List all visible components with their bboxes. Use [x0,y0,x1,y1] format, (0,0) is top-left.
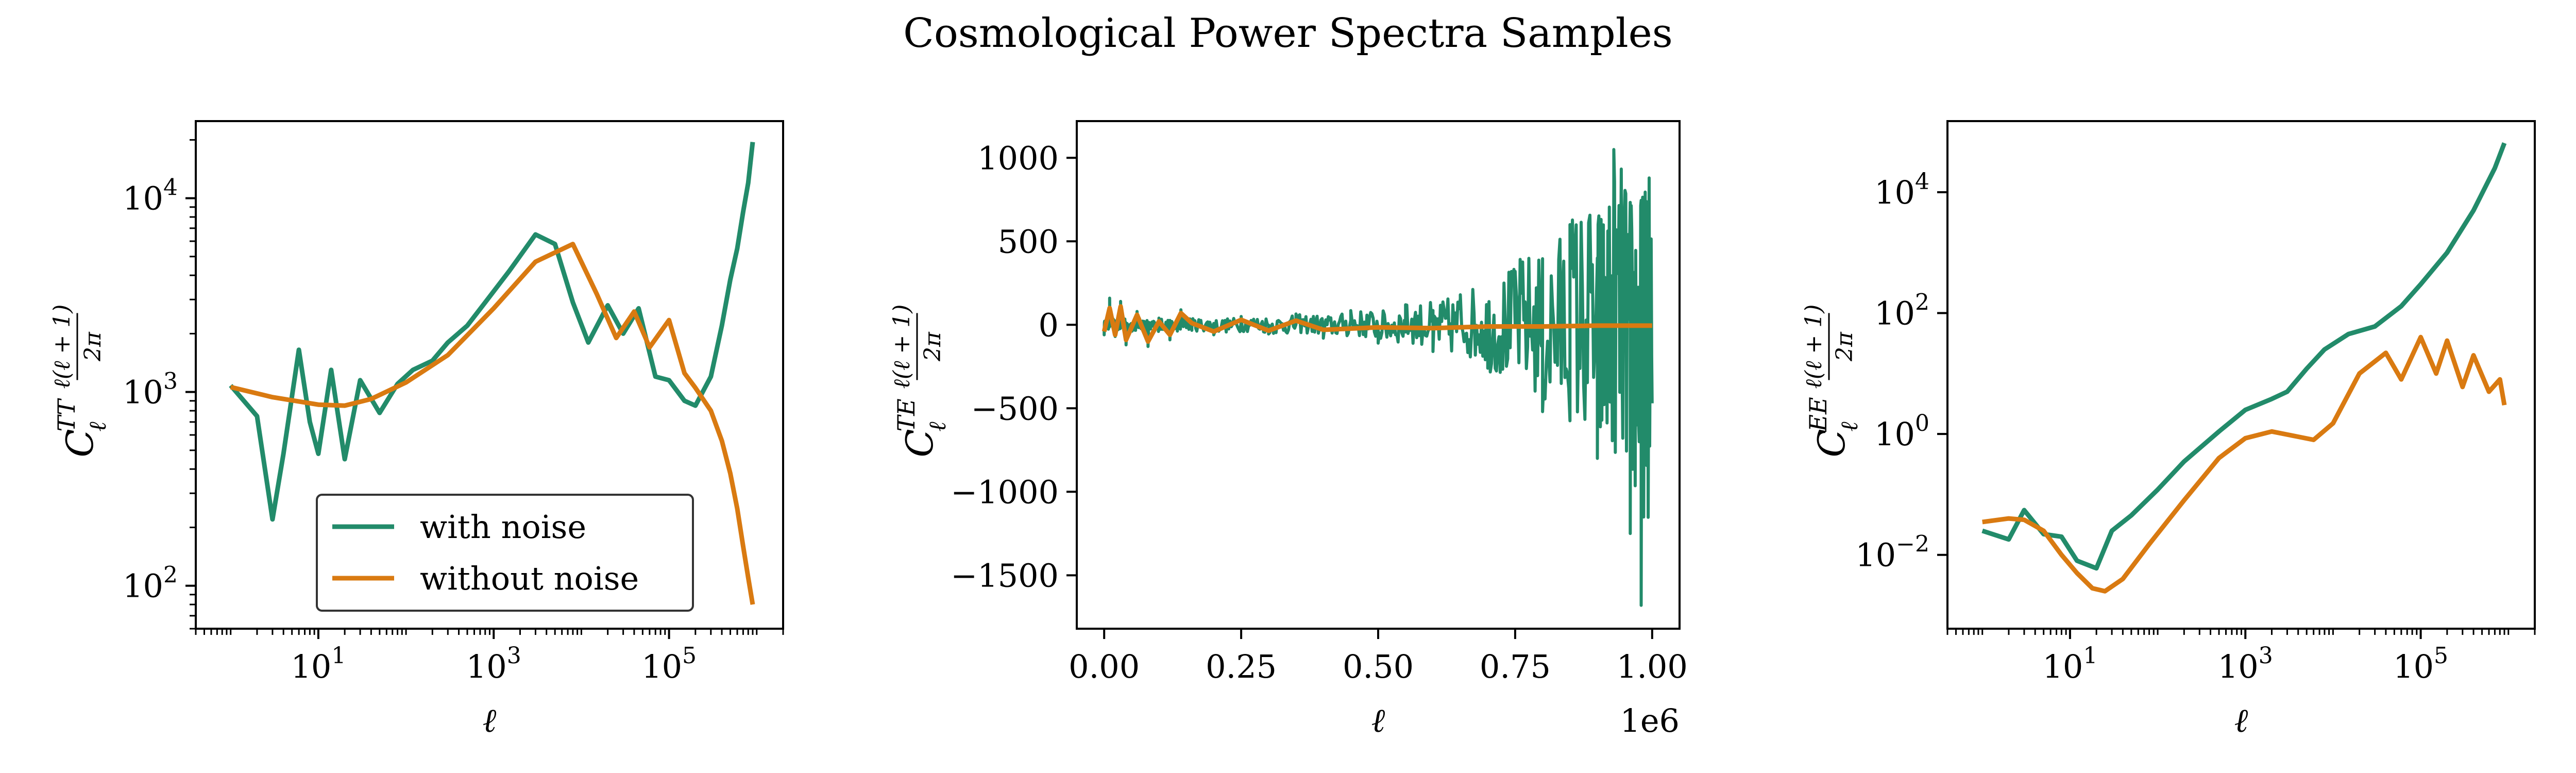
x-axis-label: ℓ [1371,702,1385,740]
x-tick-label: 0.00 [1069,648,1140,685]
x-tick-label: 103 [2218,643,2273,685]
y-tick-label: 102 [123,562,178,605]
plot-area [1101,148,1654,607]
y-label-denominator: 2π [1832,331,1858,362]
series-line-without-noise [230,242,755,605]
x-tick-label: 0.50 [1343,648,1414,685]
x-tick-label: 0.75 [1480,648,1551,685]
y-label-symbol: C [58,429,101,457]
y-tick-label: 103 [123,368,178,411]
plot-area [229,142,755,605]
x-tick-label: 101 [2042,643,2097,685]
y-label-denominator: 2π [920,331,946,362]
legend-label: with noise [420,508,586,546]
legend-label: without noise [420,560,639,597]
series-line-without-noise [1982,334,2507,594]
y-tick-label: 104 [1874,169,1929,211]
y-tick-label: 100 [1874,410,1929,453]
y-label-subscript: ℓ [1835,422,1863,432]
series-line-with-noise [1981,142,2507,571]
axes-frame [195,120,784,630]
x-tick-label: 105 [641,643,697,685]
y-label-subscript: ℓ [923,422,951,432]
y-tick-label: −1000 [951,473,1059,511]
y-tick-label: 104 [123,175,178,217]
y-label-denominator: 2π [80,331,106,362]
x-tick-label: 1.00 [1617,648,1688,685]
figure-title: Cosmological Power Spectra Samples [903,10,1673,57]
y-tick-label: 102 [1874,290,1929,332]
series-line-with-noise [229,142,755,522]
y-label-superscript: TT [53,398,80,432]
y-tick-label: 0 [1039,306,1059,344]
y-label-symbol: C [898,429,941,457]
y-tick-label: −500 [971,390,1059,427]
x-tick-label: 101 [291,643,346,685]
x-tick-label: 0.25 [1206,648,1277,685]
x-tick-label: 105 [2393,643,2448,685]
y-label-numerator: ℓ(ℓ + 1) [49,305,75,389]
series-line-with-noise [1103,148,1654,607]
y-label-superscript: TE [892,398,920,431]
legend-box [316,494,694,612]
x-tick-label: 103 [466,643,521,685]
y-label-symbol: C [1810,429,1853,457]
axes-frame [1076,120,1681,630]
plot-area [1981,142,2507,594]
series-line-without-noise [1101,304,1652,344]
panel-te-spectrum: 0.00 0.25 0.50 0.75 1.00 −1500 −1000 −500 0 500 10… [889,120,1688,740]
y-tick-label: 1000 [977,139,1059,177]
x-axis-label: ℓ [2234,702,2248,740]
y-tick-label: 10−2 [1855,531,1929,574]
y-label-superscript: EE [1804,397,1832,432]
y-label-numerator: ℓ(ℓ + 1) [1801,305,1827,389]
axes-frame [1946,120,2536,630]
y-label-subscript: ℓ [83,422,111,432]
x-offset-text: 1e6 [1620,702,1680,740]
y-tick-label: −1500 [951,557,1059,594]
x-axis-label: ℓ [483,702,497,740]
y-tick-label: 500 [998,223,1059,260]
y-label-numerator: ℓ(ℓ + 1) [889,305,915,389]
